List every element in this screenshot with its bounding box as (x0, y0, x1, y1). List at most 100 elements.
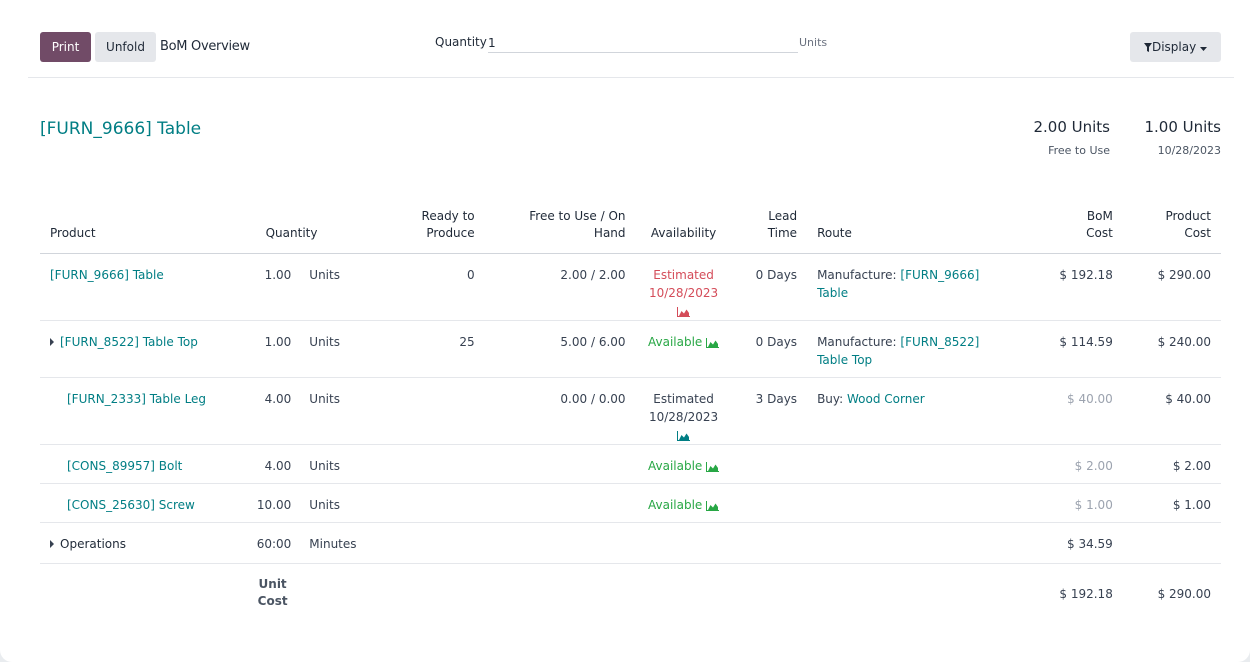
free-on-hand (484, 522, 636, 564)
forecast-summary: 1.00 Units 10/28/2023 (1140, 118, 1221, 157)
forecast-chart-icon[interactable] (677, 431, 691, 441)
unit-cost-label: Unit Cost (257, 577, 288, 608)
print-button[interactable]: Print (40, 32, 91, 62)
lead-time (731, 522, 808, 564)
quantity-label: Quantity (435, 35, 487, 49)
free-on-hand (484, 444, 636, 484)
lead-time (731, 444, 808, 484)
route: Manufacture: [FURN_9666] Table (807, 253, 1023, 321)
unfold-button[interactable]: Unfold (95, 32, 156, 62)
quantity-value: 60:00 (242, 522, 300, 564)
forecast-date: 10/28/2023 (1157, 144, 1221, 157)
forecast-chart-icon[interactable] (706, 462, 720, 472)
table-row: [CONS_89957] Bolt 4.00 Units Available $… (40, 444, 1221, 484)
uom: Units (299, 444, 388, 484)
free-to-use-summary: 2.00 Units Free to Use (1030, 118, 1110, 157)
uom: Units (299, 320, 388, 378)
forecast-chart-icon[interactable] (677, 307, 691, 317)
footer-bom-cost: $ 192.18 (1059, 587, 1113, 601)
availability-status: Estimated 10/28/2023 (635, 377, 732, 445)
product-cell: [FURN_8522] Table Top (40, 320, 243, 378)
lead-time: 0 Days (731, 253, 808, 321)
bom-table: Product Quantity Ready to Produce Free to… (40, 208, 1221, 624)
free-to-use-value: 2.00 Units (1033, 118, 1110, 136)
quantity-unit: Units (799, 36, 828, 49)
free-on-hand: 0.00 / 0.00 (484, 377, 636, 445)
bom-cost: $ 34.59 (1022, 522, 1123, 564)
quantity-value: 10.00 (242, 483, 300, 523)
lead-time: 0 Days (731, 320, 808, 378)
expand-caret-icon[interactable] (50, 540, 54, 548)
availability-status: Available (635, 444, 732, 484)
header-lead-time: Lead Time (731, 208, 808, 254)
header-quantity: Quantity (242, 208, 388, 254)
bom-cost: $ 2.00 (1022, 444, 1123, 484)
availability-status: Available (635, 483, 732, 523)
route (807, 444, 1023, 484)
quantity-value: 1.00 (242, 253, 300, 321)
table-row: [FURN_2333] Table Leg 4.00 Units 0.00 / … (40, 377, 1221, 445)
expand-caret-icon[interactable] (50, 338, 54, 346)
ready-to-produce (387, 377, 485, 445)
ready-to-produce (387, 522, 485, 564)
header-route: Route (807, 208, 1023, 254)
ready-to-produce: 0 (387, 253, 485, 321)
product-link[interactable]: [FURN_8522] Table Top (60, 335, 198, 349)
route (807, 522, 1023, 564)
route: Buy: Wood Corner (807, 377, 1023, 445)
ready-to-produce (387, 483, 485, 523)
availability-status: Available (635, 320, 732, 378)
header-availability: Availability (635, 208, 732, 254)
control-bar: Print Unfold BoM Overview Quantity Units… (28, 22, 1234, 78)
product-link[interactable]: [CONS_25630] Screw (40, 483, 243, 523)
route-link[interactable]: [FURN_8522] Table Top (817, 335, 980, 367)
operations-row: Operations 60:00 Minutes $ 34.59 (40, 522, 1221, 564)
ready-to-produce (387, 444, 485, 484)
product-title-link[interactable]: [FURN_9666] Table (40, 119, 202, 139)
footer-product-cost: $ 290.00 (1157, 587, 1211, 601)
product-cost: $ 1.00 (1122, 483, 1221, 523)
product-cost: $ 290.00 (1122, 253, 1221, 321)
header-product-cost: Product Cost (1122, 208, 1221, 254)
forecast-chart-icon[interactable] (706, 501, 720, 511)
product-cost (1122, 522, 1221, 564)
table-row: [FURN_9666] Table 1.00 Units 0 2.00 / 2.… (40, 253, 1221, 321)
view-title: BoM Overview (160, 39, 250, 54)
display-dropdown-button[interactable]: Display (1130, 32, 1221, 62)
header-ready-to-produce: Ready to Produce (387, 208, 485, 254)
product-link[interactable]: [FURN_2333] Table Leg (40, 377, 243, 445)
lead-time (731, 483, 808, 523)
forecast-value: 1.00 Units (1144, 118, 1221, 136)
ready-to-produce: 25 (387, 320, 485, 378)
route-link[interactable]: [FURN_9666] Table (817, 268, 980, 300)
uom: Units (299, 377, 388, 445)
unit-cost-row: Unit Cost $ 192.18 $ 290.00 (40, 564, 1221, 624)
availability-status: Estimated 10/28/2023 (635, 253, 732, 321)
operations-cell[interactable]: Operations (40, 522, 243, 564)
bom-cost: $ 1.00 (1022, 483, 1123, 523)
filter-icon (1143, 43, 1152, 52)
free-on-hand (484, 483, 636, 523)
quantity-input[interactable] (488, 33, 798, 53)
header-bom-cost: BoM Cost (1022, 208, 1123, 254)
table-row: [CONS_25630] Screw 10.00 Units Available… (40, 483, 1221, 523)
table-row: [FURN_8522] Table Top 1.00 Units 25 5.00… (40, 320, 1221, 378)
bom-cost: $ 192.18 (1022, 253, 1123, 321)
product-cost: $ 2.00 (1122, 444, 1221, 484)
footer-empty (40, 564, 243, 624)
quantity-value: 4.00 (242, 444, 300, 484)
operations-label: Operations (60, 537, 126, 551)
route-link[interactable]: Wood Corner (847, 392, 925, 406)
bom-cost: $ 114.59 (1022, 320, 1123, 378)
product-link[interactable]: [CONS_89957] Bolt (40, 444, 243, 484)
lead-time: 3 Days (731, 377, 808, 445)
quantity-value: 1.00 (242, 320, 300, 378)
free-to-use-label: Free to Use (1048, 144, 1110, 157)
product-link[interactable]: [FURN_9666] Table (40, 253, 243, 321)
uom: Units (299, 483, 388, 523)
header-free-on-hand: Free to Use / On Hand (484, 208, 636, 254)
route: Manufacture: [FURN_8522] Table Top (807, 320, 1023, 378)
bom-cost: $ 40.00 (1022, 377, 1123, 445)
forecast-chart-icon[interactable] (706, 338, 720, 348)
